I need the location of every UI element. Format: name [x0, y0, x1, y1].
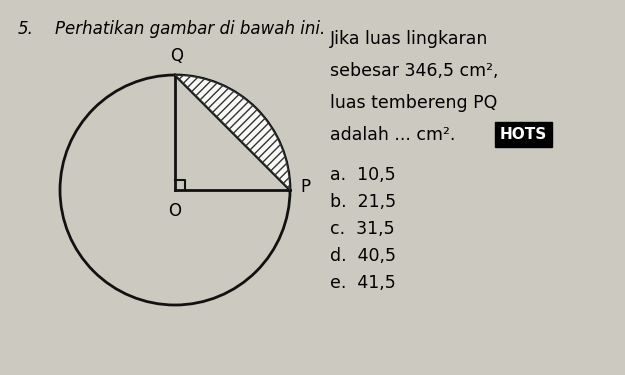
Text: c.  31,5: c. 31,5 [330, 220, 394, 238]
Polygon shape [175, 75, 290, 190]
Text: e.  41,5: e. 41,5 [330, 274, 396, 292]
Text: adalah ... cm².: adalah ... cm². [330, 126, 456, 144]
Text: P: P [300, 178, 310, 196]
Text: a.  10,5: a. 10,5 [330, 166, 396, 184]
Text: luas tembereng PQ: luas tembereng PQ [330, 94, 498, 112]
Text: Jika luas lingkaran: Jika luas lingkaran [330, 30, 488, 48]
Text: b.  21,5: b. 21,5 [330, 193, 396, 211]
Text: d.  40,5: d. 40,5 [330, 247, 396, 265]
Text: HOTS: HOTS [500, 127, 548, 142]
Text: sebesar 346,5 cm²,: sebesar 346,5 cm², [330, 62, 499, 80]
Text: 5.: 5. [18, 20, 34, 38]
Text: Q: Q [171, 47, 184, 65]
Text: O: O [169, 202, 181, 220]
Text: Perhatikan gambar di bawah ini.: Perhatikan gambar di bawah ini. [55, 20, 325, 38]
